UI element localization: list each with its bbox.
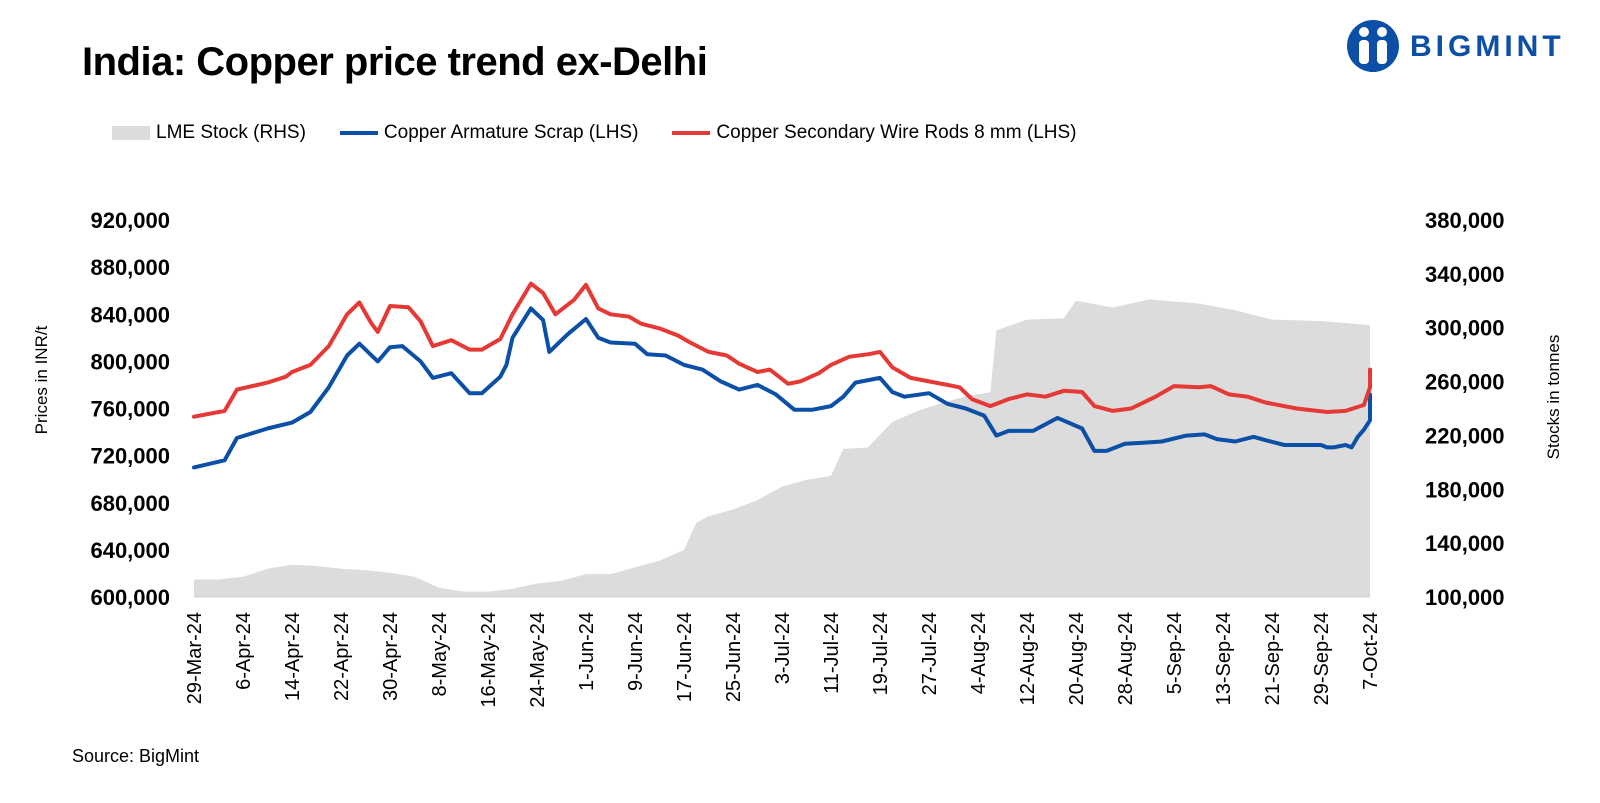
x-tick-label: 28-Aug-24 <box>1115 612 1137 705</box>
y-left-tick-label: 680,000 <box>90 491 170 516</box>
y-left-tick-label: 800,000 <box>90 349 170 374</box>
legend-item-wire-rods: Copper Secondary Wire Rods 8 mm (LHS) <box>672 122 1077 144</box>
y-right-tick-label: 100,000 <box>1425 585 1505 610</box>
x-tick-label: 27-Jul-24 <box>919 612 941 695</box>
legend-label-wire-rods: Copper Secondary Wire Rods 8 mm (LHS) <box>716 122 1077 143</box>
x-tick-label: 5-Sep-24 <box>1164 612 1186 694</box>
x-tick-label: 1-Jun-24 <box>576 612 598 691</box>
series-area-lme-stock <box>194 299 1370 597</box>
x-tick-label: 8-May-24 <box>429 612 451 696</box>
series-line-armature-scrap <box>192 306 1372 470</box>
legend-label-armature-scrap: Copper Armature Scrap (LHS) <box>383 122 639 143</box>
x-tick-label: 4-Aug-24 <box>968 612 990 694</box>
y-right-tick-label: 380,000 <box>1425 208 1505 233</box>
x-tick-label: 6-Apr-24 <box>233 612 255 690</box>
y-left-tick-label: 640,000 <box>90 538 170 563</box>
x-tick-label: 30-Apr-24 <box>380 612 402 701</box>
page-title: India: Copper price trend ex-Delhi <box>82 40 708 84</box>
x-tick-label: 20-Aug-24 <box>1066 612 1088 705</box>
x-tick-label: 19-Jul-24 <box>870 612 892 695</box>
legend-swatch-wire-rods <box>672 131 711 135</box>
x-tick-label: 14-Apr-24 <box>282 612 304 701</box>
people-icon <box>1347 20 1399 72</box>
y-right-tick-label: 140,000 <box>1425 531 1505 556</box>
legend-swatch-armature-scrap <box>339 131 378 135</box>
x-tick-label: 13-Sep-24 <box>1213 612 1235 705</box>
x-tick-label: 11-Jul-24 <box>821 612 843 694</box>
y-left-tick-label: 760,000 <box>90 397 170 422</box>
x-tick-label: 25-Jun-24 <box>723 612 745 702</box>
legend-label-lme-stock: LME Stock (RHS) <box>156 122 306 143</box>
x-tick-label: 29-Mar-24 <box>184 612 206 704</box>
y-left-tick-label: 920,000 <box>90 208 170 233</box>
legend-item-lme-stock: LME Stock (RHS) <box>112 122 306 144</box>
x-tick-label: 9-Jun-24 <box>625 612 647 691</box>
x-tick-label: 29-Sep-24 <box>1311 612 1333 705</box>
y-right-tick-label: 340,000 <box>1425 262 1505 287</box>
x-tick-label: 3-Jul-24 <box>772 612 794 684</box>
x-tick-label: 24-May-24 <box>527 612 549 708</box>
y-left-tick-label: 720,000 <box>90 444 170 469</box>
y-right-tick-label: 220,000 <box>1425 423 1505 448</box>
y-left-tick-label: 840,000 <box>90 302 170 327</box>
x-tick-label: 21-Sep-24 <box>1262 612 1284 705</box>
x-tick-label: 17-Jun-24 <box>674 612 696 702</box>
y-right-tick-label: 260,000 <box>1425 370 1505 395</box>
y-right-tick-label: 300,000 <box>1425 316 1505 341</box>
series-line-wire-rods <box>192 281 1372 419</box>
x-tick-label: 22-Apr-24 <box>331 612 353 701</box>
legend: LME Stock (RHS) Copper Armature Scrap (L… <box>112 122 1111 144</box>
y-axis-left-label: Prices in INR/t <box>32 325 51 435</box>
logo-wordmark: BIGMINT <box>1410 30 1565 63</box>
y-left-tick-label: 880,000 <box>90 255 170 280</box>
legend-item-armature-scrap: Copper Armature Scrap (LHS) <box>339 122 639 144</box>
x-tick-label: 7-Oct-24 <box>1360 612 1382 690</box>
source-note: Source: BigMint <box>72 746 200 766</box>
x-tick-label: 16-May-24 <box>478 612 500 708</box>
y-left-tick-label: 600,000 <box>90 585 170 610</box>
y-axis-right-label: Stocks in tonnes <box>1544 334 1563 460</box>
y-right-tick-label: 180,000 <box>1425 477 1505 502</box>
legend-swatch-lme-stock <box>112 126 150 140</box>
bigmint-logo <box>1347 20 1399 72</box>
x-tick-label: 12-Aug-24 <box>1017 612 1039 705</box>
